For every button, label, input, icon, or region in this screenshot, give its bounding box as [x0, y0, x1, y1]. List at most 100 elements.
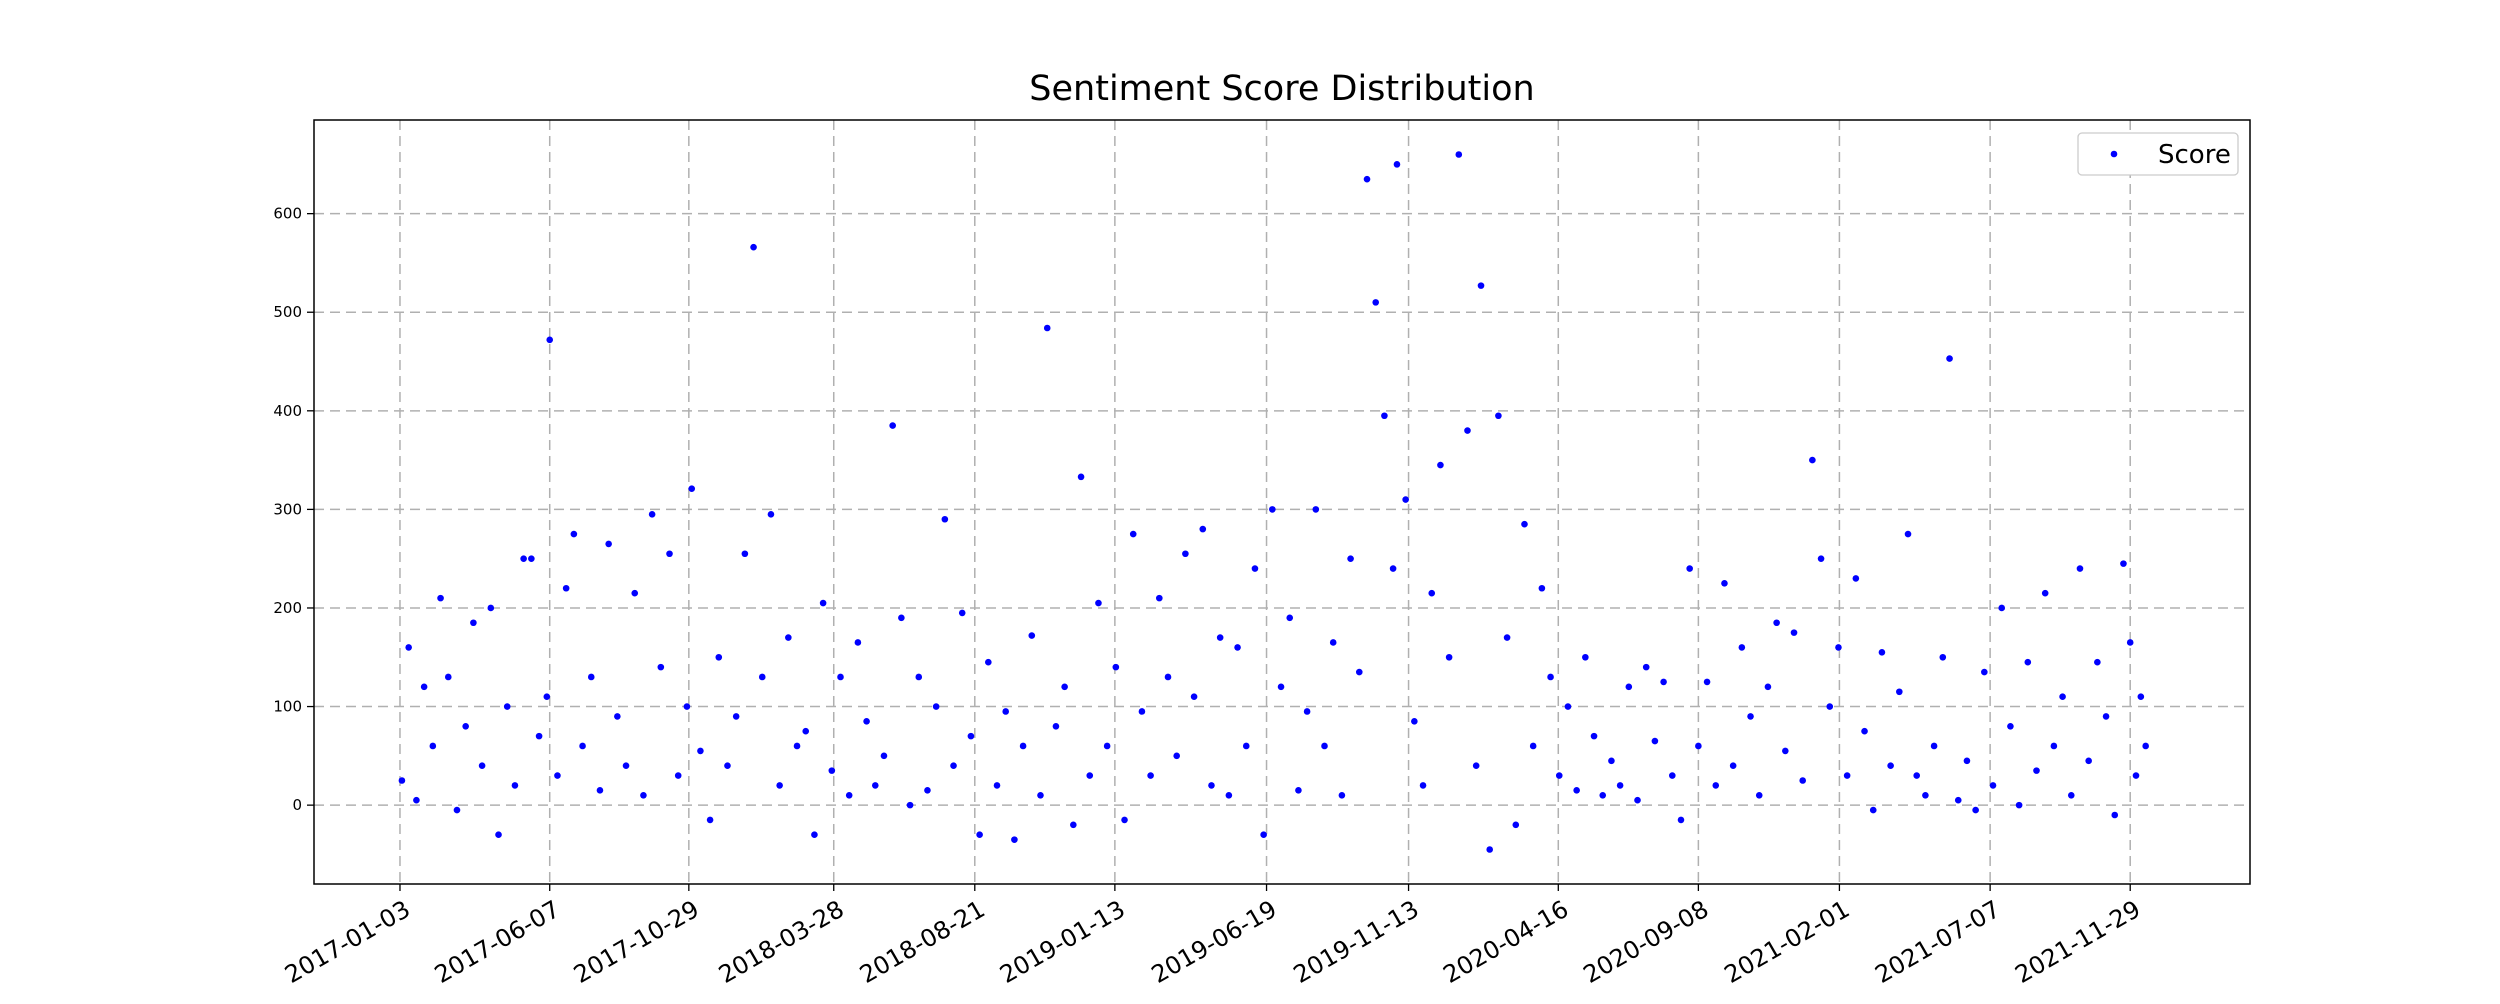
- point: [1608, 757, 1615, 765]
- point: [1011, 836, 1018, 843]
- point: [932, 703, 940, 710]
- point: [535, 732, 543, 740]
- point: [631, 589, 639, 597]
- point: [776, 782, 783, 789]
- point: [1651, 737, 1659, 745]
- point: [1695, 742, 1702, 750]
- point: [1668, 772, 1676, 779]
- point: [1389, 565, 1397, 572]
- point: [793, 742, 801, 750]
- point: [1503, 634, 1511, 641]
- point: [1712, 782, 1720, 789]
- point: [587, 673, 595, 681]
- point: [2085, 757, 2092, 765]
- point: [1182, 550, 1189, 558]
- point: [1437, 461, 1444, 469]
- point: [1295, 787, 1302, 794]
- point: [1199, 525, 1207, 533]
- legend-box: [2077, 132, 2239, 176]
- point: [1455, 151, 1463, 158]
- point: [1347, 555, 1354, 562]
- point: [398, 777, 406, 784]
- point: [1472, 762, 1480, 770]
- point: [503, 703, 511, 710]
- point: [1464, 427, 1471, 434]
- point: [1052, 722, 1060, 730]
- point: [562, 584, 570, 592]
- point: [1321, 742, 1328, 750]
- point: [1277, 683, 1285, 691]
- point: [1381, 412, 1388, 420]
- point: [2137, 693, 2145, 700]
- point: [614, 713, 621, 720]
- point: [1112, 663, 1120, 671]
- point: [1393, 161, 1401, 168]
- point: [1173, 752, 1180, 760]
- point: [1138, 708, 1146, 715]
- point: [1896, 688, 1903, 696]
- point: [1963, 757, 1971, 765]
- y-tick-label: 400: [273, 402, 302, 420]
- point: [1363, 175, 1371, 183]
- point: [767, 511, 775, 518]
- point: [1216, 634, 1224, 641]
- point: [1477, 282, 1485, 289]
- point: [1616, 782, 1624, 789]
- point: [889, 422, 896, 429]
- point: [2033, 767, 2040, 774]
- point: [811, 831, 818, 839]
- point: [1028, 632, 1036, 639]
- point: [967, 732, 975, 740]
- point: [1043, 324, 1051, 332]
- point: [1799, 777, 1807, 784]
- point: [1077, 473, 1085, 481]
- point: [1954, 796, 1962, 804]
- point: [462, 722, 469, 730]
- point: [871, 782, 879, 789]
- point: [596, 787, 604, 794]
- point: [622, 762, 630, 770]
- point: [1121, 816, 1128, 824]
- point: [1869, 806, 1877, 814]
- point: [1061, 683, 1068, 691]
- point: [1721, 580, 1728, 587]
- point: [605, 540, 612, 548]
- point: [1843, 772, 1851, 779]
- point: [453, 806, 461, 814]
- point: [1338, 791, 1346, 799]
- point: [657, 663, 665, 671]
- y-tick-label: 500: [273, 303, 302, 321]
- point: [1529, 742, 1537, 750]
- point: [906, 801, 914, 809]
- point: [993, 782, 1001, 789]
- point: [1486, 846, 1494, 853]
- point: [1164, 673, 1172, 681]
- point: [1411, 718, 1418, 725]
- point: [1946, 355, 1953, 362]
- point: [1208, 782, 1215, 789]
- point: [2132, 772, 2140, 779]
- point: [1190, 693, 1198, 700]
- point: [1156, 594, 1163, 602]
- point: [758, 673, 766, 681]
- point: [958, 609, 966, 617]
- point: [437, 594, 444, 602]
- point: [1904, 530, 1912, 538]
- point: [1599, 791, 1607, 799]
- point: [520, 555, 527, 562]
- point: [1790, 629, 1798, 636]
- point: [2076, 565, 2084, 572]
- point: [750, 243, 757, 251]
- point: [1686, 565, 1693, 572]
- point: [915, 673, 923, 681]
- point: [2059, 693, 2066, 700]
- point: [2050, 742, 2058, 750]
- point: [1764, 683, 1772, 691]
- point: [1989, 782, 1997, 789]
- point: [706, 816, 714, 824]
- point: [674, 772, 682, 779]
- point: [941, 515, 949, 523]
- point: [2120, 560, 2127, 567]
- point: [1286, 614, 1294, 622]
